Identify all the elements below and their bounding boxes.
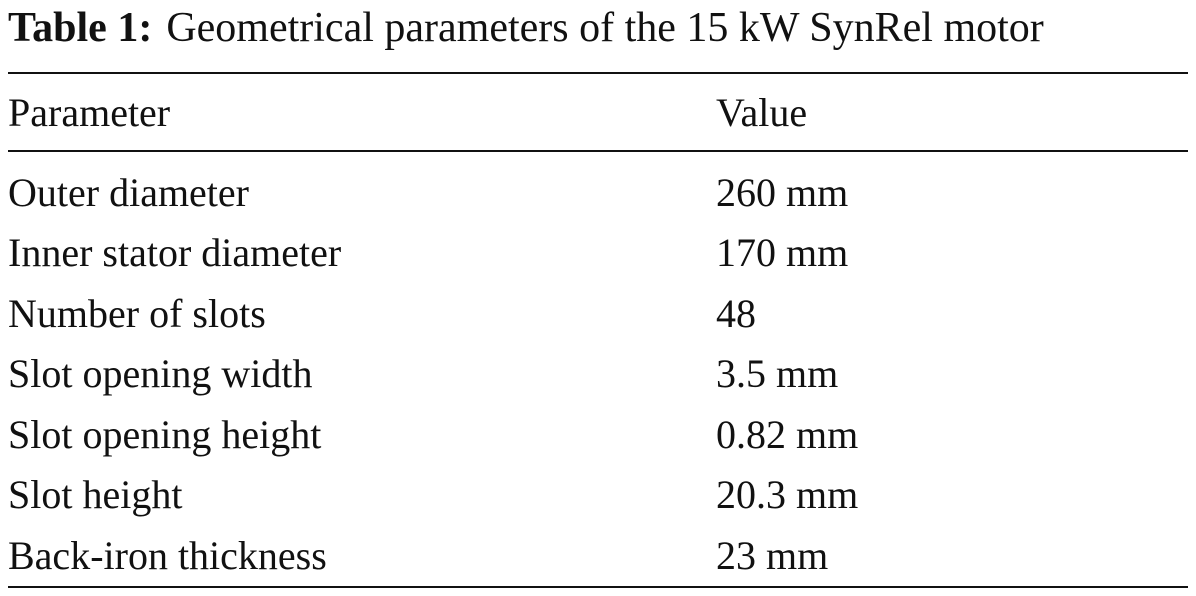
- table-cell: 170 mm: [716, 230, 849, 276]
- table-cell: Slot opening height: [8, 411, 322, 457]
- table-cell: Slot height: [8, 472, 183, 518]
- table-row: Inner stator diameter 170 mm: [8, 223, 1188, 284]
- table-cell: 20.3 mm: [716, 472, 859, 518]
- table-row: Slot height 20.3 mm: [8, 465, 1188, 526]
- table-cell: 48: [716, 290, 756, 336]
- table-cell: Number of slots: [8, 290, 266, 336]
- header-cell: Parameter: [8, 89, 171, 135]
- caption-text: Geometrical parameters of the 15 kW SynR…: [166, 5, 1044, 51]
- caption: Table 1: Geometrical parameters of the 15…: [8, 4, 1044, 52]
- header-cell: Value: [716, 89, 808, 135]
- table-cell: Inner stator diameter: [8, 230, 342, 276]
- table-row: Slot opening width 3.5 mm: [8, 344, 1188, 405]
- table-row: Back-iron thickness 23 mm: [8, 525, 1188, 587]
- table-row: Outer diameter 260 mm: [8, 151, 1188, 223]
- table-cell: 0.82 mm: [716, 411, 859, 457]
- table-row: Slot opening height 0.82 mm: [8, 404, 1188, 465]
- table-cell: 260 mm: [716, 169, 849, 215]
- table: Parameter Value Outer diameter 260 mm Inner…: [8, 72, 1188, 588]
- table-cell: 3.5 mm: [716, 351, 839, 397]
- table-cell: Outer diameter: [8, 169, 249, 215]
- table-row: Number of slots 48: [8, 283, 1188, 344]
- table-cell: Slot opening width: [8, 351, 313, 397]
- header-row: Parameter Value: [8, 73, 1188, 151]
- table-cell: 23 mm: [716, 532, 829, 578]
- caption-label: Table 1:: [8, 5, 153, 51]
- table-cell: Back-iron thickness: [8, 532, 327, 578]
